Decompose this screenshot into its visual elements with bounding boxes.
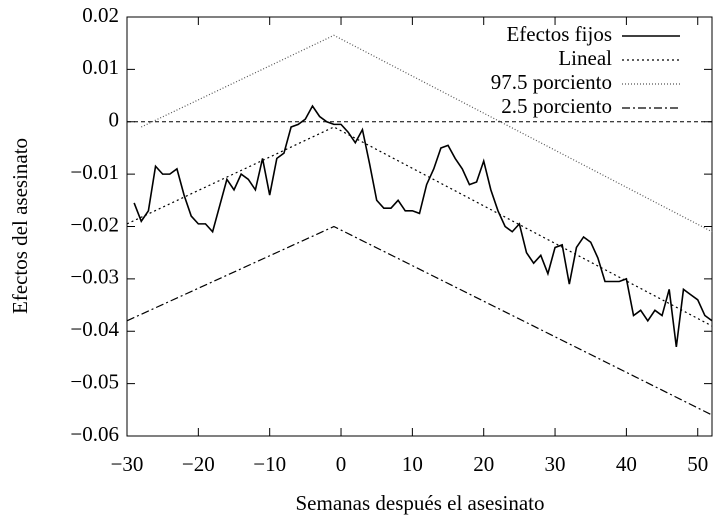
series-line — [126, 126, 713, 327]
x-tick-label: 10 — [402, 452, 423, 476]
legend-label: Lineal — [558, 46, 612, 70]
x-tick-label: 50 — [687, 452, 708, 476]
y-tick-label: −0.01 — [70, 160, 119, 184]
x-tick-label: 30 — [545, 452, 566, 476]
y-tick-label: −0.03 — [70, 265, 119, 289]
y-tick-label: −0.04 — [70, 317, 119, 341]
legend-label: 97.5 porciento — [491, 70, 612, 94]
y-tick-label: −0.06 — [70, 422, 119, 446]
y-tick-label: 0.02 — [82, 3, 119, 27]
x-tick-label: −10 — [253, 452, 286, 476]
x-tick-label: 40 — [616, 452, 637, 476]
x-axis-label: Semanas después el asesinato — [295, 491, 544, 515]
series-line — [141, 34, 713, 233]
y-axis-label: Efectos del asesinato — [8, 138, 32, 314]
legend-label: Efectos fijos — [506, 22, 612, 46]
x-tick-label: −30 — [111, 452, 144, 476]
y-tick-label: 0 — [109, 108, 120, 132]
x-tick-label: 20 — [473, 452, 494, 476]
y-tick-label: −0.02 — [70, 212, 119, 236]
series-line — [133, 104, 713, 348]
x-tick-label: 0 — [336, 452, 347, 476]
series-line — [126, 225, 713, 416]
x-tick-label: −20 — [182, 452, 215, 476]
y-tick-label: 0.01 — [82, 55, 119, 79]
legend-label: 2.5 porciento — [501, 94, 612, 118]
y-tick-label: −0.05 — [70, 369, 119, 393]
